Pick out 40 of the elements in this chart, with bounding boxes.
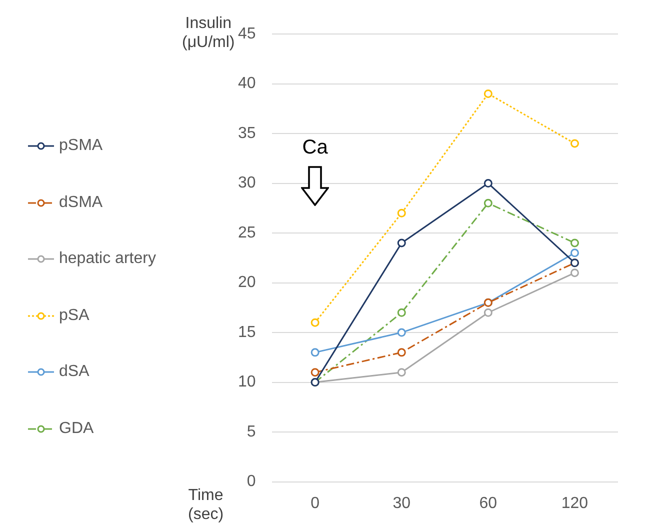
point (397, 328, 406, 337)
x-tick-label: 120 (561, 494, 588, 512)
point (570, 238, 579, 248)
x-tick-label: 0 (310, 494, 320, 512)
point (310, 368, 320, 377)
point (397, 208, 406, 218)
legend-label: pSMA (59, 137, 103, 156)
y-tick-label: 0 (246, 473, 256, 490)
point (570, 139, 579, 148)
point (484, 179, 492, 188)
point (570, 268, 579, 278)
point (570, 248, 579, 258)
legend-label: GDA (59, 420, 94, 438)
point (397, 348, 406, 357)
point (397, 368, 406, 377)
point (397, 308, 406, 317)
y-axis-title: Insulin (μU/ml) (182, 14, 235, 52)
y-tick-label: 20 (238, 274, 256, 292)
y-tick-label: 40 (238, 75, 256, 92)
y-tick-label: 45 (238, 25, 256, 42)
point (310, 348, 320, 357)
legend-label: dSMA (59, 194, 103, 212)
y-tick-label: 35 (238, 124, 256, 142)
point (484, 308, 492, 317)
legend-label: pSA (59, 306, 90, 325)
y-tick-label: 5 (246, 423, 256, 440)
y-tick-label: 15 (238, 324, 256, 341)
x-tick-label: 60 (479, 494, 498, 512)
legend-label: dSA (59, 363, 90, 382)
x-axis-title: Time (sec) (188, 486, 224, 524)
annotation: Ca (302, 136, 329, 159)
legend-label: hepatic artery (59, 250, 156, 268)
y-tick-label: 10 (238, 374, 256, 391)
y-tick-label: 30 (238, 174, 256, 192)
point (397, 238, 406, 248)
x-tick-label: 30 (392, 494, 411, 512)
y-tick-label: 25 (238, 224, 256, 242)
point (484, 198, 492, 208)
point (310, 318, 320, 327)
point (484, 89, 492, 98)
